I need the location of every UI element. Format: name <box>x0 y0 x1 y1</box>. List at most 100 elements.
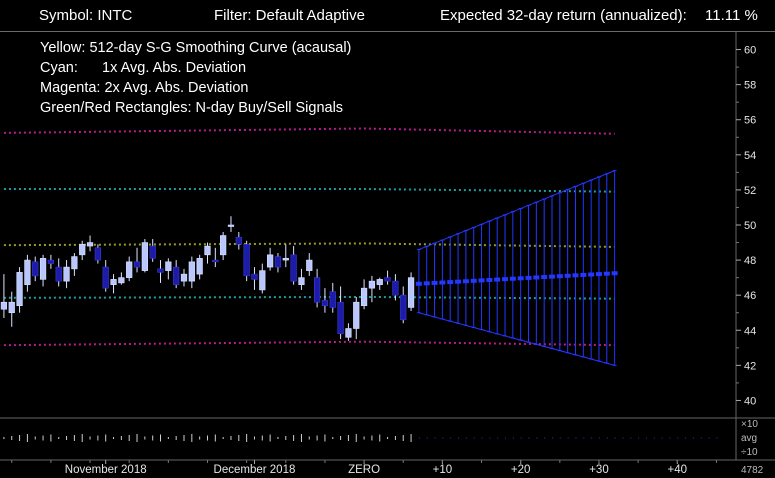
forecast-center <box>470 278 477 283</box>
candle-body <box>102 266 109 289</box>
candle-body <box>337 301 344 335</box>
forecast-center <box>439 280 446 285</box>
candle-body <box>79 244 86 256</box>
forecast-center <box>549 274 555 279</box>
candle-body <box>282 258 289 261</box>
symbol-label: Symbol: INTC <box>39 7 133 24</box>
indicator-scale-label: avg <box>741 433 757 444</box>
forecast-center <box>595 272 602 277</box>
candle-body <box>313 277 321 303</box>
y-tick-label: 54 <box>744 150 756 162</box>
forecast-center <box>588 272 595 277</box>
candle-body <box>400 294 407 321</box>
forecast-cone <box>415 170 618 366</box>
expected-return-label: Expected 32-day return (annualized): <box>440 7 687 24</box>
forecast-center <box>517 276 524 281</box>
candle-body <box>353 301 360 329</box>
candle-body <box>384 277 391 282</box>
candle-body <box>47 259 55 264</box>
forecast-center <box>494 277 501 282</box>
candle-body <box>24 259 31 285</box>
candle-body <box>133 261 141 268</box>
candle-body <box>126 261 133 278</box>
y-tick-label: 52 <box>744 185 756 197</box>
candle-body <box>251 273 258 280</box>
candle-body <box>110 279 117 285</box>
chart-header: Symbol: INTC Filter: Default Adaptive Ex… <box>0 0 775 32</box>
forecast-center <box>462 279 469 284</box>
candles <box>0 216 415 341</box>
candle-body <box>345 328 352 338</box>
x-tick-label: +40 <box>668 464 688 476</box>
forecast-center <box>502 277 509 282</box>
forecast-center <box>556 274 563 279</box>
candle-body <box>118 277 125 284</box>
y-tick-label: 58 <box>744 80 756 92</box>
forecast-center <box>478 278 485 283</box>
candle-body <box>173 266 180 285</box>
y-tick-label: 46 <box>744 290 756 302</box>
candle-body <box>267 254 274 268</box>
forecast-center <box>525 275 532 280</box>
candle-body <box>220 235 227 256</box>
candle-body <box>298 277 305 285</box>
volume-readout: 4782 <box>741 465 764 476</box>
candle-body <box>32 261 39 277</box>
x-tick-label: +10 <box>433 464 453 476</box>
x-tick-label: ZERO <box>348 464 380 476</box>
forecast-center <box>455 279 462 284</box>
y-tick-label: 50 <box>744 220 756 232</box>
indicator-panel: ×10 avg ÷10 4782 <box>3 419 764 476</box>
y-tick-label: 48 <box>744 255 756 267</box>
forecast-lower-edge <box>418 312 615 366</box>
candle-body <box>149 245 156 259</box>
candle-body <box>188 261 195 282</box>
legend: Yellow: 512-day S-G Smoothing Curve (aca… <box>40 38 351 118</box>
candle-body <box>227 224 235 227</box>
legend-yellow: Yellow: 512-day S-G Smoothing Curve (aca… <box>40 40 352 56</box>
indicator-scale-label: ×10 <box>741 419 758 430</box>
x-tick-label: +20 <box>511 464 531 476</box>
expected-return-value: 11.11 % <box>705 7 758 24</box>
candle-body <box>321 300 329 307</box>
forecast-center <box>431 280 438 285</box>
y-tick-label: 44 <box>744 325 756 337</box>
candle-body <box>360 287 368 307</box>
candle-body <box>204 245 211 256</box>
candle-body <box>141 242 148 271</box>
forecast-center <box>423 281 430 286</box>
band-dev2-upper <box>3 127 615 135</box>
forecast-center <box>509 276 516 281</box>
candle-body <box>376 279 383 285</box>
y-tick-label: 40 <box>744 395 756 407</box>
candle-body <box>8 301 15 314</box>
band-dev1-upper <box>3 188 615 193</box>
candle-body <box>274 256 282 268</box>
candle-body <box>165 261 172 271</box>
forecast-center <box>541 275 548 280</box>
band-dev1-lower <box>3 295 615 300</box>
candle-body <box>0 301 8 310</box>
candle-body <box>235 236 242 245</box>
candle-body <box>39 258 47 280</box>
band-smooth <box>3 242 615 248</box>
candle-body <box>329 291 336 308</box>
candle-body <box>243 244 250 277</box>
forecast-upper-edge <box>418 170 615 251</box>
forecast-center <box>486 277 493 282</box>
candle-body <box>94 247 101 261</box>
legend-rects: Green/Red Rectangles: N-day Buy/Sell Sig… <box>40 100 344 116</box>
candle-body <box>55 266 62 282</box>
legend-cyan: Cyan: 1x Avg. Abs. Deviation <box>40 60 247 76</box>
candle-body <box>306 259 313 271</box>
legend-magenta: Magenta: 2x Avg. Abs. Deviation <box>40 80 249 96</box>
candle-body <box>157 268 164 273</box>
candle-body <box>71 256 78 270</box>
candle-body <box>180 273 188 282</box>
y-tick-label: 42 <box>744 360 756 372</box>
forecast-center <box>533 275 540 280</box>
candle-body <box>259 270 266 291</box>
y-tick-label: 60 <box>744 45 756 57</box>
forecast-center <box>603 271 610 276</box>
candle-body <box>196 258 203 275</box>
